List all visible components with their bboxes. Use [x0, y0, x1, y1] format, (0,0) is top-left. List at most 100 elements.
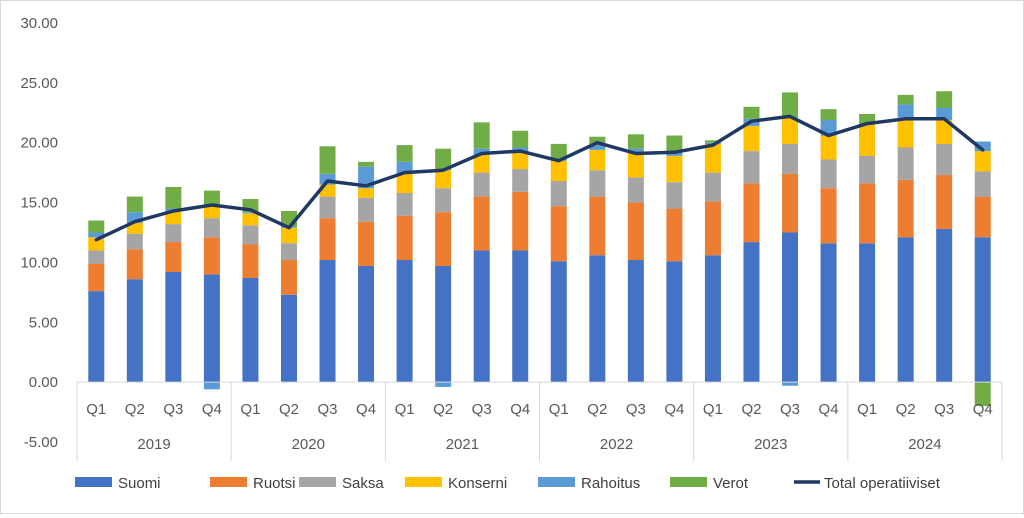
bar-segment-rahoitus — [203, 382, 220, 390]
line-layer — [94, 114, 985, 242]
x-tick-label: Q1 — [240, 401, 260, 418]
bar-segment-ruotsi — [88, 263, 105, 292]
bar-segment-suomi — [782, 232, 799, 383]
bar-segment-saksa — [165, 224, 182, 243]
bar-segment-saksa — [936, 143, 953, 176]
y-tick-label: 0.00 — [29, 374, 58, 391]
bar-segment-suomi — [512, 250, 529, 383]
bar-segment-konserni — [88, 237, 105, 251]
bar-segment-saksa — [550, 181, 567, 207]
bar-segment-ruotsi — [859, 183, 876, 244]
bar-segment-ruotsi — [936, 175, 953, 229]
bar-segment-suomi — [550, 261, 567, 383]
bar-segment-rahoitus — [782, 382, 799, 386]
x-group-label: 2022 — [600, 436, 633, 453]
bar-segment-verot — [435, 148, 452, 171]
x-group-label: 2019 — [137, 436, 170, 453]
x-tick-label: Q4 — [356, 401, 376, 418]
bar-segment-ruotsi — [396, 215, 413, 261]
bar-segment-konserni — [974, 151, 991, 172]
y-tick-label: 25.00 — [20, 75, 58, 92]
bar-segment-ruotsi — [550, 206, 567, 262]
legend-swatch — [538, 477, 575, 487]
x-tick-label: Q3 — [163, 401, 183, 418]
x-tick-label: Q2 — [279, 401, 299, 418]
bar-segment-ruotsi — [242, 244, 259, 278]
bar-segment-ruotsi — [743, 183, 760, 243]
x-tick-label: Q1 — [549, 401, 569, 418]
x-tick-label: Q2 — [741, 401, 761, 418]
bar-segment-verot — [396, 145, 413, 162]
x-tick-label: Q3 — [626, 401, 646, 418]
legend-label: Verot — [713, 475, 749, 492]
bar-segment-konserni — [319, 184, 336, 197]
legend-swatch — [299, 477, 336, 487]
bar-segment-suomi — [242, 277, 259, 383]
bar-segment-ruotsi — [435, 212, 452, 267]
bar-segment-rahoitus — [974, 141, 991, 152]
bar-segment-saksa — [473, 172, 490, 197]
legend-swatch — [670, 477, 707, 487]
bar-segment-konserni — [782, 117, 799, 144]
y-tick-label: 30.00 — [20, 15, 58, 32]
x-tick-label: Q3 — [472, 401, 492, 418]
bar-segment-verot — [512, 130, 529, 148]
bar-segment-verot — [589, 136, 606, 146]
bar-segment-rahoitus — [473, 148, 490, 155]
bar-segment-konserni — [666, 155, 683, 183]
bar-segment-suomi — [358, 266, 375, 383]
bar-segment-verot — [165, 187, 182, 209]
bar-segment-suomi — [473, 250, 490, 383]
bar-segment-saksa — [589, 170, 606, 197]
bar-layer — [88, 91, 991, 407]
bar-segment-saksa — [627, 177, 644, 203]
bar-segment-suomi — [820, 243, 837, 383]
y-tick-label: 10.00 — [20, 254, 58, 271]
series-line-total-operatiiviset — [94, 114, 985, 242]
bar-segment-verot — [203, 190, 220, 207]
bar-segment-konserni — [897, 117, 914, 148]
bar-segment-saksa — [743, 151, 760, 184]
bar-segment-rahoitus — [126, 212, 143, 223]
bar-segment-suomi — [666, 261, 683, 383]
bar-segment-ruotsi — [782, 173, 799, 233]
bar-segment-konserni — [203, 206, 220, 219]
bar-segment-suomi — [743, 242, 760, 383]
bar-segment-verot — [473, 122, 490, 149]
x-tick-label: Q4 — [202, 401, 222, 418]
bar-segment-rahoitus — [88, 232, 105, 238]
bar-segment-saksa — [782, 143, 799, 174]
x-group-label: 2023 — [754, 436, 787, 453]
bar-segment-ruotsi — [319, 218, 336, 261]
bar-segment-saksa — [358, 197, 375, 222]
bar-segment-suomi — [319, 260, 336, 383]
bar-segment-ruotsi — [820, 188, 837, 244]
bar-segment-ruotsi — [589, 196, 606, 256]
x-tick-label: Q1 — [86, 401, 106, 418]
bar-segment-saksa — [666, 182, 683, 209]
bar-segment-rahoitus — [589, 145, 606, 150]
bar-segment-verot — [974, 382, 991, 407]
bar-segment-konserni — [165, 210, 182, 225]
bar-segment-suomi — [936, 228, 953, 383]
bar-segment-verot — [782, 92, 799, 118]
bar-segment-konserni — [242, 213, 259, 226]
bar-segment-konserni — [358, 188, 375, 198]
bar-segment-saksa — [897, 147, 914, 180]
bar-segment-verot — [358, 161, 375, 167]
bar-segment-saksa — [512, 169, 529, 192]
x-tick-label: Q4 — [510, 401, 530, 418]
bar-segment-verot — [936, 91, 953, 108]
legend-swatch — [405, 477, 442, 487]
bar-segment-suomi — [435, 266, 452, 383]
bar-segment-rahoitus — [319, 173, 336, 185]
bar-segment-saksa — [974, 171, 991, 197]
y-tick-label: 15.00 — [20, 195, 58, 212]
legend-label: Konserni — [448, 475, 507, 492]
x-tick-label: Q3 — [318, 401, 338, 418]
x-tick-label: Q2 — [896, 401, 916, 418]
bar-segment-saksa — [242, 225, 259, 245]
bar-segment-ruotsi — [165, 242, 182, 273]
